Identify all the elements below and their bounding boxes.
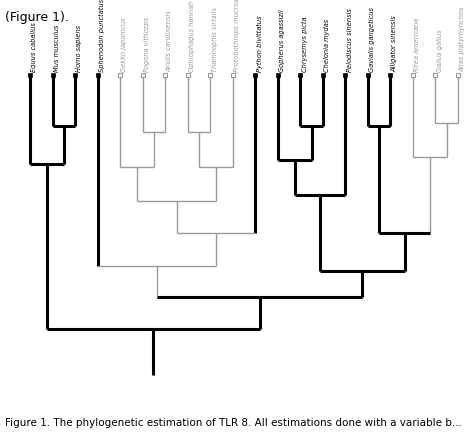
Text: Gekko japonicus: Gekko japonicus bbox=[121, 17, 128, 72]
Text: Homo sapiens: Homo sapiens bbox=[76, 25, 82, 72]
Text: Anolis carolinensis: Anolis carolinensis bbox=[166, 10, 173, 72]
Text: Alligator sinensis: Alligator sinensis bbox=[392, 15, 398, 72]
Text: Gavialis gangeticus: Gavialis gangeticus bbox=[369, 6, 375, 72]
Text: Sphenodon punctatus: Sphenodon punctatus bbox=[99, 0, 105, 72]
Text: Pogona vitticeps: Pogona vitticeps bbox=[144, 17, 150, 72]
Text: (Figure 1).: (Figure 1). bbox=[5, 11, 69, 24]
Text: Ophiophagus hannah: Ophiophagus hannah bbox=[189, 0, 195, 72]
Text: Chrysemys picta: Chrysemys picta bbox=[301, 16, 308, 72]
Text: Protobothrops mucrosquamatus: Protobothrops mucrosquamatus bbox=[234, 0, 240, 72]
Text: Anas platyrhynchos: Anas platyrhynchos bbox=[459, 6, 465, 72]
Text: Gopherus agassizii: Gopherus agassizii bbox=[279, 9, 285, 72]
Text: Rhea americana: Rhea americana bbox=[414, 17, 420, 72]
Text: Pelodiscus sinensis: Pelodiscus sinensis bbox=[346, 8, 353, 72]
Text: Python bivittatus: Python bivittatus bbox=[256, 15, 263, 72]
Text: Figure 1. The phylogenetic estimation of TLR 8. All estimations done with a vari: Figure 1. The phylogenetic estimation of… bbox=[5, 418, 462, 428]
Text: Equus caballus: Equus caballus bbox=[31, 22, 37, 72]
Text: Chelonia mydas: Chelonia mydas bbox=[324, 19, 330, 72]
Text: Mus musculus: Mus musculus bbox=[54, 24, 60, 72]
Text: Thamnophis sirtalis: Thamnophis sirtalis bbox=[211, 6, 218, 72]
Text: Gallus gallus: Gallus gallus bbox=[437, 29, 443, 72]
